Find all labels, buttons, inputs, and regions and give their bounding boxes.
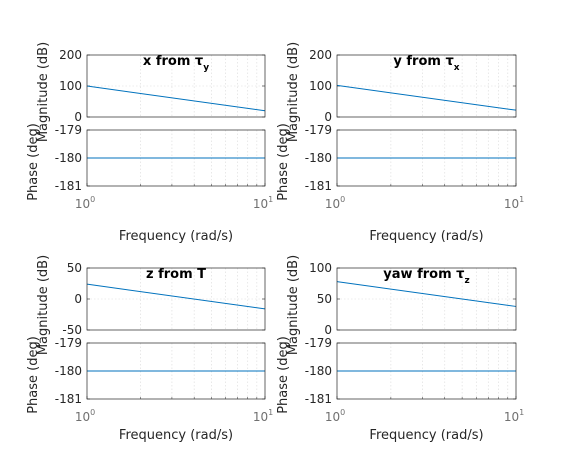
phase-axes-frame bbox=[86, 342, 266, 400]
x-tick-label: 100 bbox=[75, 408, 95, 424]
magnitude-y-axis-label: Magnitude (dB) bbox=[36, 255, 51, 355]
x-tick-label: 101 bbox=[504, 195, 524, 211]
bode-panel-1: 200 100 0-179 -180 -181 100 101 Frequency (rad/… bbox=[26, 42, 273, 244]
phase-y-tick-label: -181 bbox=[55, 392, 82, 406]
x-tick-label: 101 bbox=[253, 408, 273, 424]
magnitude-y-tick-label: 200 bbox=[59, 48, 82, 62]
chart-title: y from τx bbox=[393, 54, 459, 73]
x-tick-label: 100 bbox=[325, 195, 345, 211]
bode-panel-4: 100 50 0-179 -180 -181 100 101 Frequency (rad/s… bbox=[276, 255, 524, 443]
magnitude-y-tick-label: 0 bbox=[74, 110, 82, 124]
magnitude-y-tick-label: 0 bbox=[324, 323, 332, 337]
phase-y-tick-label: -181 bbox=[55, 179, 82, 193]
magnitude-y-axis-label: Magnitude (dB) bbox=[286, 255, 301, 355]
chart-title: x from τy bbox=[143, 54, 209, 73]
magnitude-y-tick-label: 0 bbox=[74, 292, 82, 306]
x-tick-label: 100 bbox=[325, 408, 345, 424]
magnitude-series-line bbox=[86, 85, 266, 112]
magnitude-axes-frame bbox=[86, 54, 266, 118]
phase-axes-frame bbox=[86, 129, 266, 187]
magnitude-series-line bbox=[86, 283, 266, 310]
magnitude-y-tick-label: -50 bbox=[62, 323, 82, 337]
phase-y-axis-label: Phase (deg) bbox=[276, 336, 291, 414]
magnitude-series-line bbox=[336, 84, 517, 111]
chart-title: z from T bbox=[146, 267, 206, 282]
magnitude-axes-background bbox=[337, 55, 516, 117]
phase-y-tick-label: -179 bbox=[55, 336, 82, 350]
phase-y-axis-label: Phase (deg) bbox=[26, 123, 41, 201]
x-tick-label: 100 bbox=[75, 195, 95, 211]
magnitude-y-tick-label: 100 bbox=[309, 79, 332, 93]
magnitude-y-axis-label: Magnitude (dB) bbox=[36, 42, 51, 142]
magnitude-axes-frame bbox=[336, 267, 517, 331]
magnitude-y-tick-label: 0 bbox=[324, 110, 332, 124]
x-axis-label: Frequency (rad/s) bbox=[119, 229, 233, 244]
magnitude-y-tick-label: 100 bbox=[59, 79, 82, 93]
phase-y-tick-label: -180 bbox=[55, 364, 82, 378]
phase-axes-frame bbox=[336, 129, 517, 187]
phase-y-tick-label: -181 bbox=[305, 179, 332, 193]
magnitude-axes-frame bbox=[86, 267, 266, 331]
phase-axes-frame bbox=[336, 342, 517, 400]
magnitude-y-axis-label: Magnitude (dB) bbox=[286, 42, 301, 142]
magnitude-axes-background bbox=[337, 268, 516, 330]
phase-y-tick-label: -179 bbox=[305, 336, 332, 350]
x-tick-label: 101 bbox=[504, 408, 524, 424]
magnitude-y-tick-label: 100 bbox=[309, 261, 332, 275]
phase-y-tick-label: -180 bbox=[55, 151, 82, 165]
magnitude-y-tick-label: 50 bbox=[317, 292, 332, 306]
phase-y-tick-label: -180 bbox=[305, 151, 332, 165]
x-axis-label: Frequency (rad/s) bbox=[119, 428, 233, 443]
chart-title: yaw from τz bbox=[383, 267, 469, 286]
phase-y-axis-label: Phase (deg) bbox=[26, 336, 41, 414]
x-axis-label: Frequency (rad/s) bbox=[369, 428, 483, 443]
magnitude-series-line bbox=[336, 281, 517, 307]
magnitude-axes-frame bbox=[336, 54, 517, 118]
phase-y-axis-label: Phase (deg) bbox=[276, 123, 291, 201]
phase-y-tick-label: -181 bbox=[305, 392, 332, 406]
x-axis-label: Frequency (rad/s) bbox=[369, 229, 483, 244]
magnitude-y-tick-label: 200 bbox=[309, 48, 332, 62]
phase-y-tick-label: -179 bbox=[305, 123, 332, 137]
magnitude-y-tick-label: 50 bbox=[67, 261, 82, 275]
phase-y-tick-label: -180 bbox=[305, 364, 332, 378]
x-tick-label: 101 bbox=[253, 195, 273, 211]
phase-y-tick-label: -179 bbox=[55, 123, 82, 137]
bode-panel-2: 200 100 0-179 -180 -181 100 101 Frequency (rad/… bbox=[276, 42, 524, 244]
bode-panel-3: 50 0 -50-179 -180 -181 100 101 Frequency (rad/s… bbox=[26, 255, 273, 443]
